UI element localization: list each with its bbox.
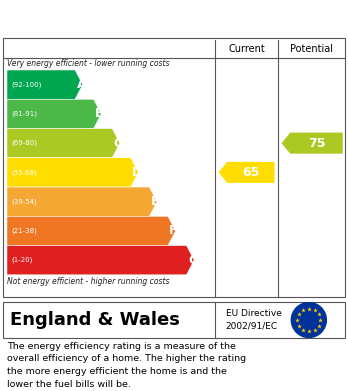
Text: Energy Efficiency Rating: Energy Efficiency Rating [10, 9, 239, 27]
Text: (69-80): (69-80) [11, 140, 37, 146]
Text: Not energy efficient - higher running costs: Not energy efficient - higher running co… [7, 278, 169, 287]
Polygon shape [7, 187, 157, 216]
Circle shape [291, 303, 326, 337]
Polygon shape [7, 129, 120, 158]
Text: EU Directive: EU Directive [226, 310, 282, 319]
Text: (1-20): (1-20) [11, 257, 32, 264]
Text: B: B [95, 108, 104, 120]
Text: 75: 75 [308, 136, 325, 150]
Text: E: E [151, 195, 159, 208]
Text: The energy efficiency rating is a measure of the
overall efficiency of a home. T: The energy efficiency rating is a measur… [7, 341, 246, 389]
Text: F: F [169, 224, 178, 237]
Text: G: G [188, 254, 198, 267]
Text: Potential: Potential [290, 44, 333, 54]
Polygon shape [7, 99, 101, 129]
Text: England & Wales: England & Wales [10, 311, 180, 329]
Polygon shape [7, 70, 83, 99]
Polygon shape [7, 246, 194, 275]
Text: (21-38): (21-38) [11, 228, 37, 234]
Text: Very energy efficient - lower running costs: Very energy efficient - lower running co… [7, 59, 169, 68]
Text: (39-54): (39-54) [11, 198, 37, 205]
Text: (92-100): (92-100) [11, 81, 41, 88]
Polygon shape [7, 216, 176, 246]
Text: (55-68): (55-68) [11, 169, 37, 176]
Text: 2002/91/EC: 2002/91/EC [226, 321, 278, 330]
Text: D: D [132, 166, 142, 179]
Text: 65: 65 [242, 166, 260, 179]
Polygon shape [7, 158, 139, 187]
Polygon shape [282, 133, 343, 154]
Text: (81-91): (81-91) [11, 111, 37, 117]
Polygon shape [219, 162, 275, 183]
Text: A: A [77, 78, 86, 91]
Text: C: C [113, 136, 123, 150]
Text: Current: Current [228, 44, 265, 54]
